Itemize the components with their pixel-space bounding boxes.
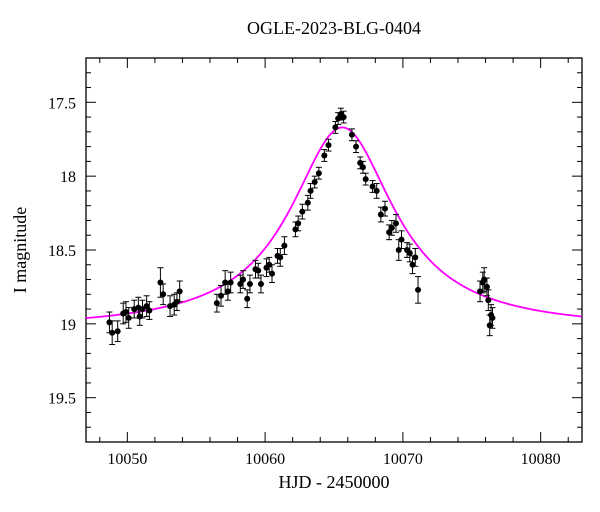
x-tick-label: 10060 — [245, 451, 285, 468]
y-tick-label: 18 — [60, 169, 76, 186]
x-axis-label: HJD - 2450000 — [279, 472, 390, 492]
y-tick-label: 18.5 — [48, 243, 76, 260]
chart-title: OGLE-2023-BLG-0404 — [247, 18, 421, 38]
y-axis-label: I magnitude — [10, 207, 30, 293]
lightcurve-chart: OGLE-2023-BLG-0404 HJD - 2450000 I magnitu… — [0, 0, 600, 512]
x-tick-label: 10050 — [107, 451, 147, 468]
y-tick-label: 19 — [60, 317, 76, 334]
y-tick-label: 17.5 — [48, 95, 76, 112]
y-tick-label: 19.5 — [48, 391, 76, 408]
x-tick-label: 10080 — [521, 451, 561, 468]
x-tick-label: 10070 — [383, 451, 423, 468]
